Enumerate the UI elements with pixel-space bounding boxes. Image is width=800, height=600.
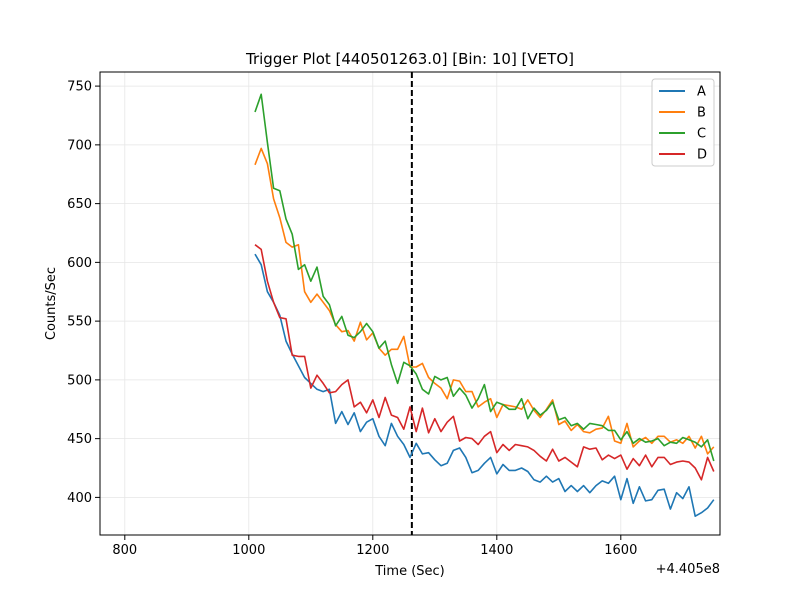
y-tick-label: 600 xyxy=(67,256,92,271)
series-line-b xyxy=(254,147,715,455)
x-axis-offset-label: +4.405e8 xyxy=(656,562,720,577)
plot-frame xyxy=(99,71,721,536)
series-line-d xyxy=(254,244,715,481)
grid-layer xyxy=(100,72,720,535)
x-tick-label: 800 xyxy=(112,543,137,558)
legend-label-b: B xyxy=(697,106,706,121)
x-tick-label: 1200 xyxy=(356,543,389,558)
series-line-c xyxy=(254,93,715,462)
legend-label-d: D xyxy=(697,148,707,163)
y-tick-label: 450 xyxy=(67,432,92,447)
tick-layer: 800 1000 1200 1400 1600 400 450 500 550 600 650 700… xyxy=(67,80,637,558)
chart-title: Trigger Plot [440501263.0] [Bin: 10] [VE… xyxy=(245,50,574,68)
y-tick-label: 550 xyxy=(67,315,92,330)
series-line-a xyxy=(254,253,715,518)
y-axis-title: Counts/Sec xyxy=(44,267,59,340)
series-layer xyxy=(254,93,715,518)
legend-label-a: A xyxy=(697,85,706,100)
x-tick-label: 1400 xyxy=(480,543,513,558)
x-tick-label: 1600 xyxy=(604,543,637,558)
legend-box xyxy=(651,78,715,167)
x-tick-label: 1000 xyxy=(232,543,265,558)
y-tick-label: 650 xyxy=(67,197,92,212)
y-tick-label: 400 xyxy=(67,491,92,506)
legend-label-c: C xyxy=(697,127,706,142)
x-axis-title: Time (Sec) xyxy=(374,564,445,579)
y-tick-label: 700 xyxy=(67,138,92,153)
y-tick-label: 750 xyxy=(67,80,92,95)
y-tick-label: 500 xyxy=(67,373,92,388)
